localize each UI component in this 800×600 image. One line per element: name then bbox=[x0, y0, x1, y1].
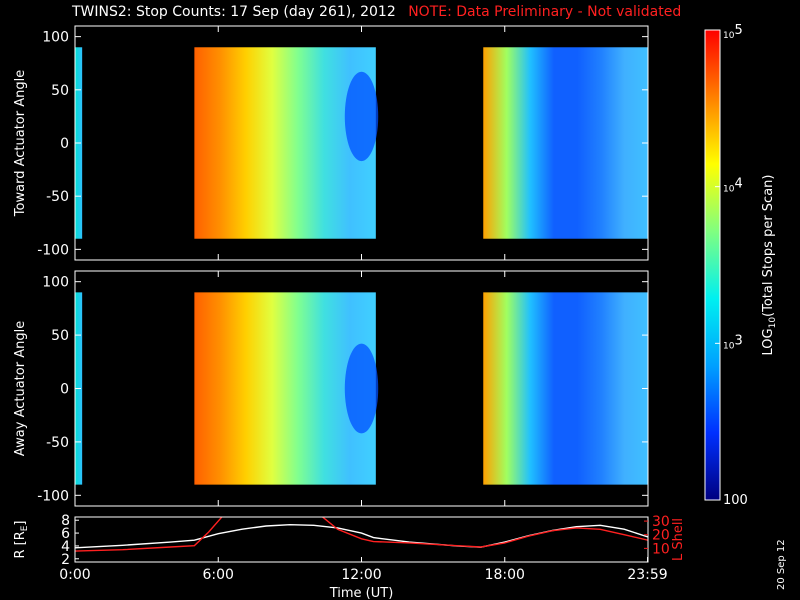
colorbar-tick-label: 104 bbox=[723, 177, 743, 195]
ytick-label-left: 4 bbox=[61, 539, 70, 555]
lshell-line bbox=[75, 517, 223, 552]
ytick-label: 50 bbox=[51, 83, 69, 99]
low-count-ellipse bbox=[344, 343, 379, 434]
radius-axis-label: R [RE] bbox=[13, 520, 30, 558]
colorbar-label: LOG10(Total Stops per Scan) bbox=[761, 175, 778, 356]
ytick-label-right: 30 bbox=[652, 514, 670, 530]
ytick-label-left: 2 bbox=[61, 552, 70, 568]
chart-title: TWINS2: Stop Counts: 17 Sep (day 261), 2… bbox=[72, 4, 681, 20]
radius-line bbox=[75, 524, 648, 549]
colorbar: 105 104 103 100 LOG10(Total Stops per Scan) bbox=[704, 23, 778, 508]
lshell-axis-label: L Shell bbox=[671, 518, 686, 561]
xtick-label: 23:59 bbox=[627, 567, 667, 583]
heatmap-panel-2: 100 50 0 -50 -100 Away Actuator Angle bbox=[13, 270, 649, 507]
ytick-label: 0 bbox=[60, 136, 69, 152]
xtick-label: 12:00 bbox=[341, 567, 381, 583]
ytick-label: 100 bbox=[42, 30, 69, 46]
colorbar-tick-label: 100 bbox=[723, 493, 748, 508]
ytick-label: -50 bbox=[46, 189, 69, 205]
ytick-label: -100 bbox=[37, 488, 69, 504]
date-stamp: 20 Sep 12 bbox=[776, 539, 787, 590]
title-text: TWINS2: Stop Counts: 17 Sep (day 261), 2… bbox=[72, 4, 396, 20]
ytick-label: 50 bbox=[51, 328, 69, 344]
y-axis-label: Toward Actuator Angle bbox=[13, 70, 28, 217]
ytick-label: 0 bbox=[60, 382, 69, 398]
heatmap-block bbox=[483, 47, 648, 239]
heatmap-panel-1: 100 50 0 -50 -100 Toward Actuator Angle bbox=[13, 25, 649, 261]
xtick-label: 18:00 bbox=[485, 567, 525, 583]
ytick-label-right: 10 bbox=[652, 541, 670, 557]
ytick-label: 100 bbox=[42, 275, 69, 291]
low-count-ellipse bbox=[344, 71, 379, 162]
lshell-line bbox=[321, 517, 648, 548]
preliminary-note: NOTE: Data Preliminary - Not validated bbox=[408, 4, 682, 20]
xtick-label: 0:00 bbox=[59, 567, 90, 583]
colorbar-tick-label: 103 bbox=[723, 333, 743, 351]
ytick-label: -50 bbox=[46, 435, 69, 451]
y-axis-label: Away Actuator Angle bbox=[13, 321, 28, 456]
x-axis-label: Time (UT) bbox=[329, 586, 394, 600]
xtick-label: 6:00 bbox=[203, 567, 234, 583]
heatmap-block bbox=[483, 292, 648, 485]
heatmap-block bbox=[194, 47, 376, 239]
colorbar-bar bbox=[704, 29, 721, 501]
ytick-label-left: 6 bbox=[61, 526, 70, 542]
ytick-label: -100 bbox=[37, 242, 69, 258]
ytick-label-left: 8 bbox=[61, 513, 70, 529]
ytick-label-right: 20 bbox=[652, 528, 670, 544]
colorbar-tick-label: 105 bbox=[723, 23, 743, 41]
